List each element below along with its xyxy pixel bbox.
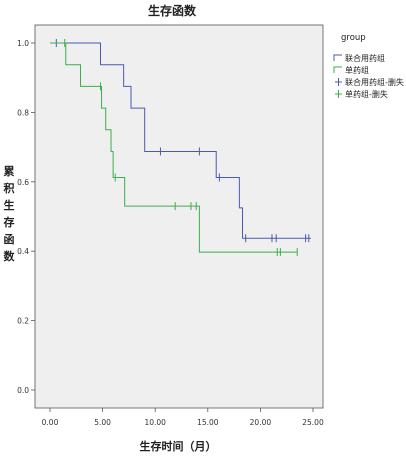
legend-line-swatch — [333, 54, 342, 61]
x-tick-label: 0.00 — [42, 418, 59, 427]
y-tick-label: 0.8 — [17, 108, 29, 117]
y-tick-label: 0.6 — [17, 178, 29, 187]
legend-title: group — [341, 33, 366, 43]
x-tick-label: 10.00 — [144, 418, 166, 427]
km-curve-monotherapy — [50, 42, 298, 253]
legend-entry: 联合用药组 — [333, 53, 385, 63]
x-axis-label: 生存时间（月） — [140, 439, 217, 453]
legend-label: 联合用药组-删失 — [345, 77, 404, 87]
legend-entry: 单药组-删失 — [335, 89, 388, 99]
x-tick-label: 15.00 — [197, 418, 219, 427]
x-axis: 0.00 5.00 10.00 15.00 20.00 25.00 — [42, 408, 324, 427]
legend-entry: 联合用药组-删失 — [335, 77, 404, 87]
x-tick-label: 20.00 — [250, 418, 272, 427]
x-tick-label: 5.00 — [94, 418, 111, 427]
plot-area — [34, 24, 324, 409]
y-tick-label: 1.0 — [17, 39, 29, 48]
series-layer — [50, 39, 311, 257]
y-tick-label: 0.4 — [17, 247, 29, 256]
legend-label: 单药组 — [345, 65, 369, 75]
legend-label: 单药组-删失 — [345, 89, 388, 99]
y-tick-label: 0.2 — [17, 317, 29, 326]
chart-title: 生存函数 — [148, 3, 197, 18]
y-tick-label: 0.0 — [17, 386, 29, 395]
km-curve-combination — [50, 42, 311, 239]
y-axis: 0.0 0.2 0.4 0.6 0.8 1.0 — [17, 39, 35, 395]
x-tick-label: 25.00 — [302, 418, 324, 427]
legend-entry: 单药组 — [333, 65, 369, 75]
legend-label: 联合用药组 — [345, 53, 385, 63]
legend-line-swatch — [333, 66, 342, 73]
y-axis-label: 累积生存函数 — [4, 165, 16, 263]
